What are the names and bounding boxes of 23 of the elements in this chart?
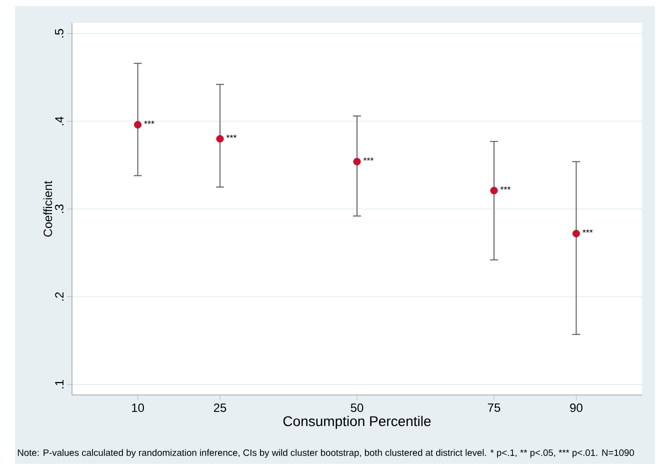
x-tick-label: 10 <box>132 404 144 412</box>
annotation: *** <box>500 186 511 190</box>
y-tick-label: .3 <box>54 204 64 213</box>
x-axis-title: Consumption Percentile <box>283 416 431 429</box>
annotation: *** <box>144 120 154 124</box>
y-axis-title: Coefficient <box>43 180 52 237</box>
annotation: *** <box>226 134 237 138</box>
y-tick-label: .4 <box>55 116 64 126</box>
point <box>490 186 498 194</box>
point <box>134 120 142 129</box>
point <box>353 158 361 166</box>
y-tick-label: .2 <box>55 292 64 301</box>
annotation: *** <box>582 229 593 233</box>
x-tick-label: 90 <box>570 404 582 412</box>
point <box>572 230 580 238</box>
y-tick-label: .5 <box>55 29 64 38</box>
x-tick-label: 50 <box>350 404 364 412</box>
annotation: *** <box>363 158 374 161</box>
y-tick-label: .1 <box>55 380 64 388</box>
x-tick-label: 75 <box>488 404 500 412</box>
text: Note: P-values calculated by randomization inference, CIs by wild cluster bootstrap, both clustered at district level. * p<.1, ** p<.05, *** p<.01. N=1090 <box>18 449 634 458</box>
point <box>216 135 224 143</box>
x-tick-label: 25 <box>214 404 226 412</box>
